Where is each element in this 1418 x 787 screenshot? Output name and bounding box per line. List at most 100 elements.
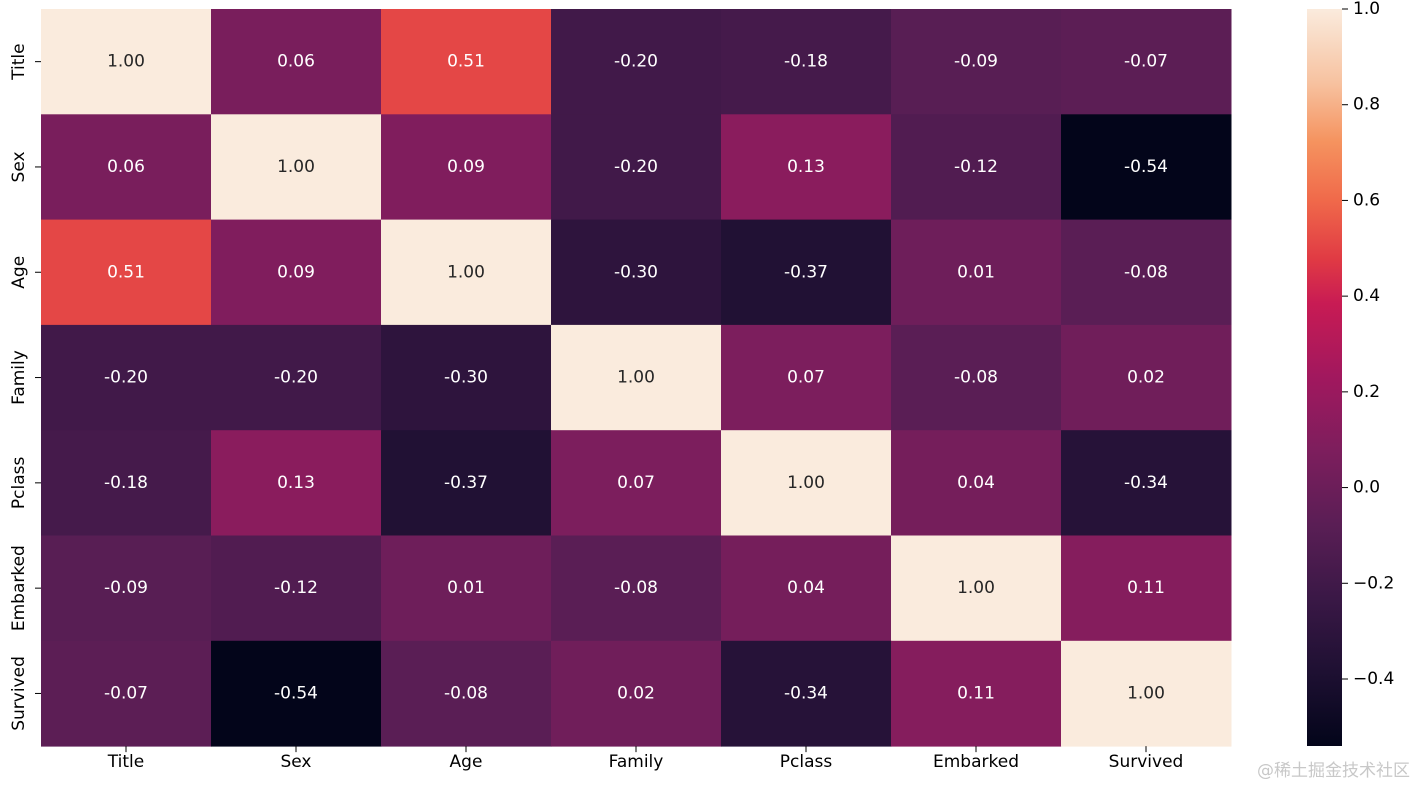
- cell-value-label: 0.02: [1127, 368, 1165, 388]
- heatmap-cell: [1061, 9, 1232, 115]
- heatmap-cell: [381, 640, 552, 747]
- heatmap-cell: [891, 219, 1062, 326]
- cell-value-label: -0.20: [104, 368, 148, 388]
- cell-value-label: 0.01: [957, 262, 995, 282]
- heatmap-cell: [1061, 640, 1232, 747]
- cell-value-label: -0.34: [784, 683, 828, 703]
- y-tick-label: Family: [9, 350, 29, 405]
- cell-value-label: -0.20: [614, 52, 658, 72]
- heatmap-cell: [211, 9, 382, 115]
- cell-value-label: 0.51: [447, 52, 485, 72]
- heatmap-cell: [41, 219, 212, 326]
- heatmap-cell: [721, 114, 892, 221]
- heatmap-cell: [211, 219, 382, 326]
- heatmap-cell: [891, 324, 1062, 431]
- heatmap-cell: [721, 430, 892, 536]
- cell-value-label: -0.20: [614, 157, 658, 177]
- cell-value-label: -0.07: [104, 683, 148, 703]
- heatmap-cell: [551, 324, 722, 431]
- cell-value-label: -0.18: [104, 473, 148, 493]
- watermark: @稀土掘金技术社区: [1257, 761, 1410, 781]
- cell-value-label: -0.34: [1124, 473, 1168, 493]
- heatmap-cell: [891, 430, 1062, 536]
- heatmap-cell: [211, 324, 382, 431]
- heatmap-cell: [1061, 535, 1232, 642]
- heatmap-cell: [211, 640, 382, 747]
- cell-value-label: 0.06: [277, 52, 315, 72]
- colorbar-gradient: [1307, 9, 1342, 746]
- cell-value-label: -0.08: [444, 683, 488, 703]
- y-tick-label: Pclass: [9, 456, 29, 509]
- colorbar-tick-label: −0.4: [1353, 669, 1394, 689]
- heatmap-cell: [381, 114, 552, 221]
- heatmap-cell: [551, 430, 722, 536]
- cell-value-label: -0.18: [784, 52, 828, 72]
- cell-value-label: 1.00: [447, 262, 485, 282]
- heatmap-cell: [211, 430, 382, 536]
- y-tick-label: Survived: [9, 656, 29, 731]
- cell-value-label: -0.07: [1124, 52, 1168, 72]
- cell-value-label: -0.54: [274, 683, 318, 703]
- heatmap-cell: [41, 324, 212, 431]
- cell-value-label: -0.12: [274, 578, 318, 598]
- heatmap-cell: [721, 324, 892, 431]
- heatmap-annotations: 1.00 0.06 0.51 -0.20 -0.18 -0.09 -0.07 0.06 1.00…: [104, 52, 1168, 704]
- heatmap-cell: [721, 535, 892, 642]
- cell-value-label: 1.00: [1127, 683, 1165, 703]
- heatmap-cell: [551, 640, 722, 747]
- cell-value-label: -0.37: [444, 473, 488, 493]
- cell-value-label: -0.30: [614, 262, 658, 282]
- x-tick-label: Age: [450, 752, 483, 772]
- cell-value-label: -0.09: [954, 52, 998, 72]
- cell-value-label: 1.00: [107, 52, 145, 72]
- y-tick-label: Age: [9, 256, 29, 289]
- heatmap-cell: [551, 219, 722, 326]
- heatmap-cell: [41, 430, 212, 536]
- heatmap-cell: [721, 9, 892, 115]
- cell-value-label: 1.00: [787, 473, 825, 493]
- cell-value-label: 0.04: [957, 473, 995, 493]
- heatmap-cell: [41, 535, 212, 642]
- cell-value-label: 0.13: [787, 157, 825, 177]
- heatmap-cell: [381, 324, 552, 431]
- colorbar: 1.0 0.8 0.6 0.4 0.2 0.0 −0.2 −0.4: [1307, 0, 1394, 746]
- cell-value-label: 0.09: [447, 157, 485, 177]
- heatmap-cell: [891, 9, 1062, 115]
- heatmap-cell: [891, 114, 1062, 221]
- y-tick-label: Title: [9, 43, 29, 80]
- cell-value-label: -0.54: [1124, 157, 1168, 177]
- x-axis-ticks: Title Sex Age Family Pclass Embarked Survived: [107, 746, 1183, 772]
- heatmap-cell: [211, 535, 382, 642]
- cell-value-label: 0.07: [617, 473, 655, 493]
- colorbar-tick-label: 0.6: [1353, 190, 1380, 210]
- heatmap-cell: [381, 219, 552, 326]
- cell-value-label: -0.30: [444, 368, 488, 388]
- cell-value-label: 0.11: [1127, 578, 1165, 598]
- cell-value-label: 0.04: [787, 578, 825, 598]
- colorbar-tick-label: −0.2: [1353, 573, 1394, 593]
- cell-value-label: -0.08: [614, 578, 658, 598]
- x-tick-label: Sex: [280, 752, 311, 772]
- heatmap-cell: [551, 9, 722, 115]
- heatmap-cell: [41, 640, 212, 747]
- cell-value-label: 1.00: [277, 157, 315, 177]
- cell-value-label: -0.09: [104, 578, 148, 598]
- heatmap-cell: [211, 114, 382, 221]
- colorbar-tick-label: 0.2: [1353, 382, 1380, 402]
- heatmap-cell: [41, 114, 212, 221]
- y-tick-label: Embarked: [9, 545, 29, 631]
- cell-value-label: 0.51: [107, 262, 145, 282]
- heatmap-cell: [721, 640, 892, 747]
- colorbar-tick-label: 0.0: [1353, 478, 1380, 498]
- cell-value-label: 0.07: [787, 368, 825, 388]
- colorbar-tick-label: 0.8: [1353, 95, 1380, 115]
- x-tick-label: Embarked: [933, 752, 1019, 772]
- colorbar-tick-label: 0.4: [1353, 286, 1380, 306]
- cell-value-label: 0.06: [107, 157, 145, 177]
- cell-value-label: 0.01: [447, 578, 485, 598]
- x-tick-label: Pclass: [780, 752, 833, 772]
- x-tick-label: Title: [107, 752, 144, 772]
- cell-value-label: 0.13: [277, 473, 315, 493]
- heatmap-cell: [1061, 430, 1232, 536]
